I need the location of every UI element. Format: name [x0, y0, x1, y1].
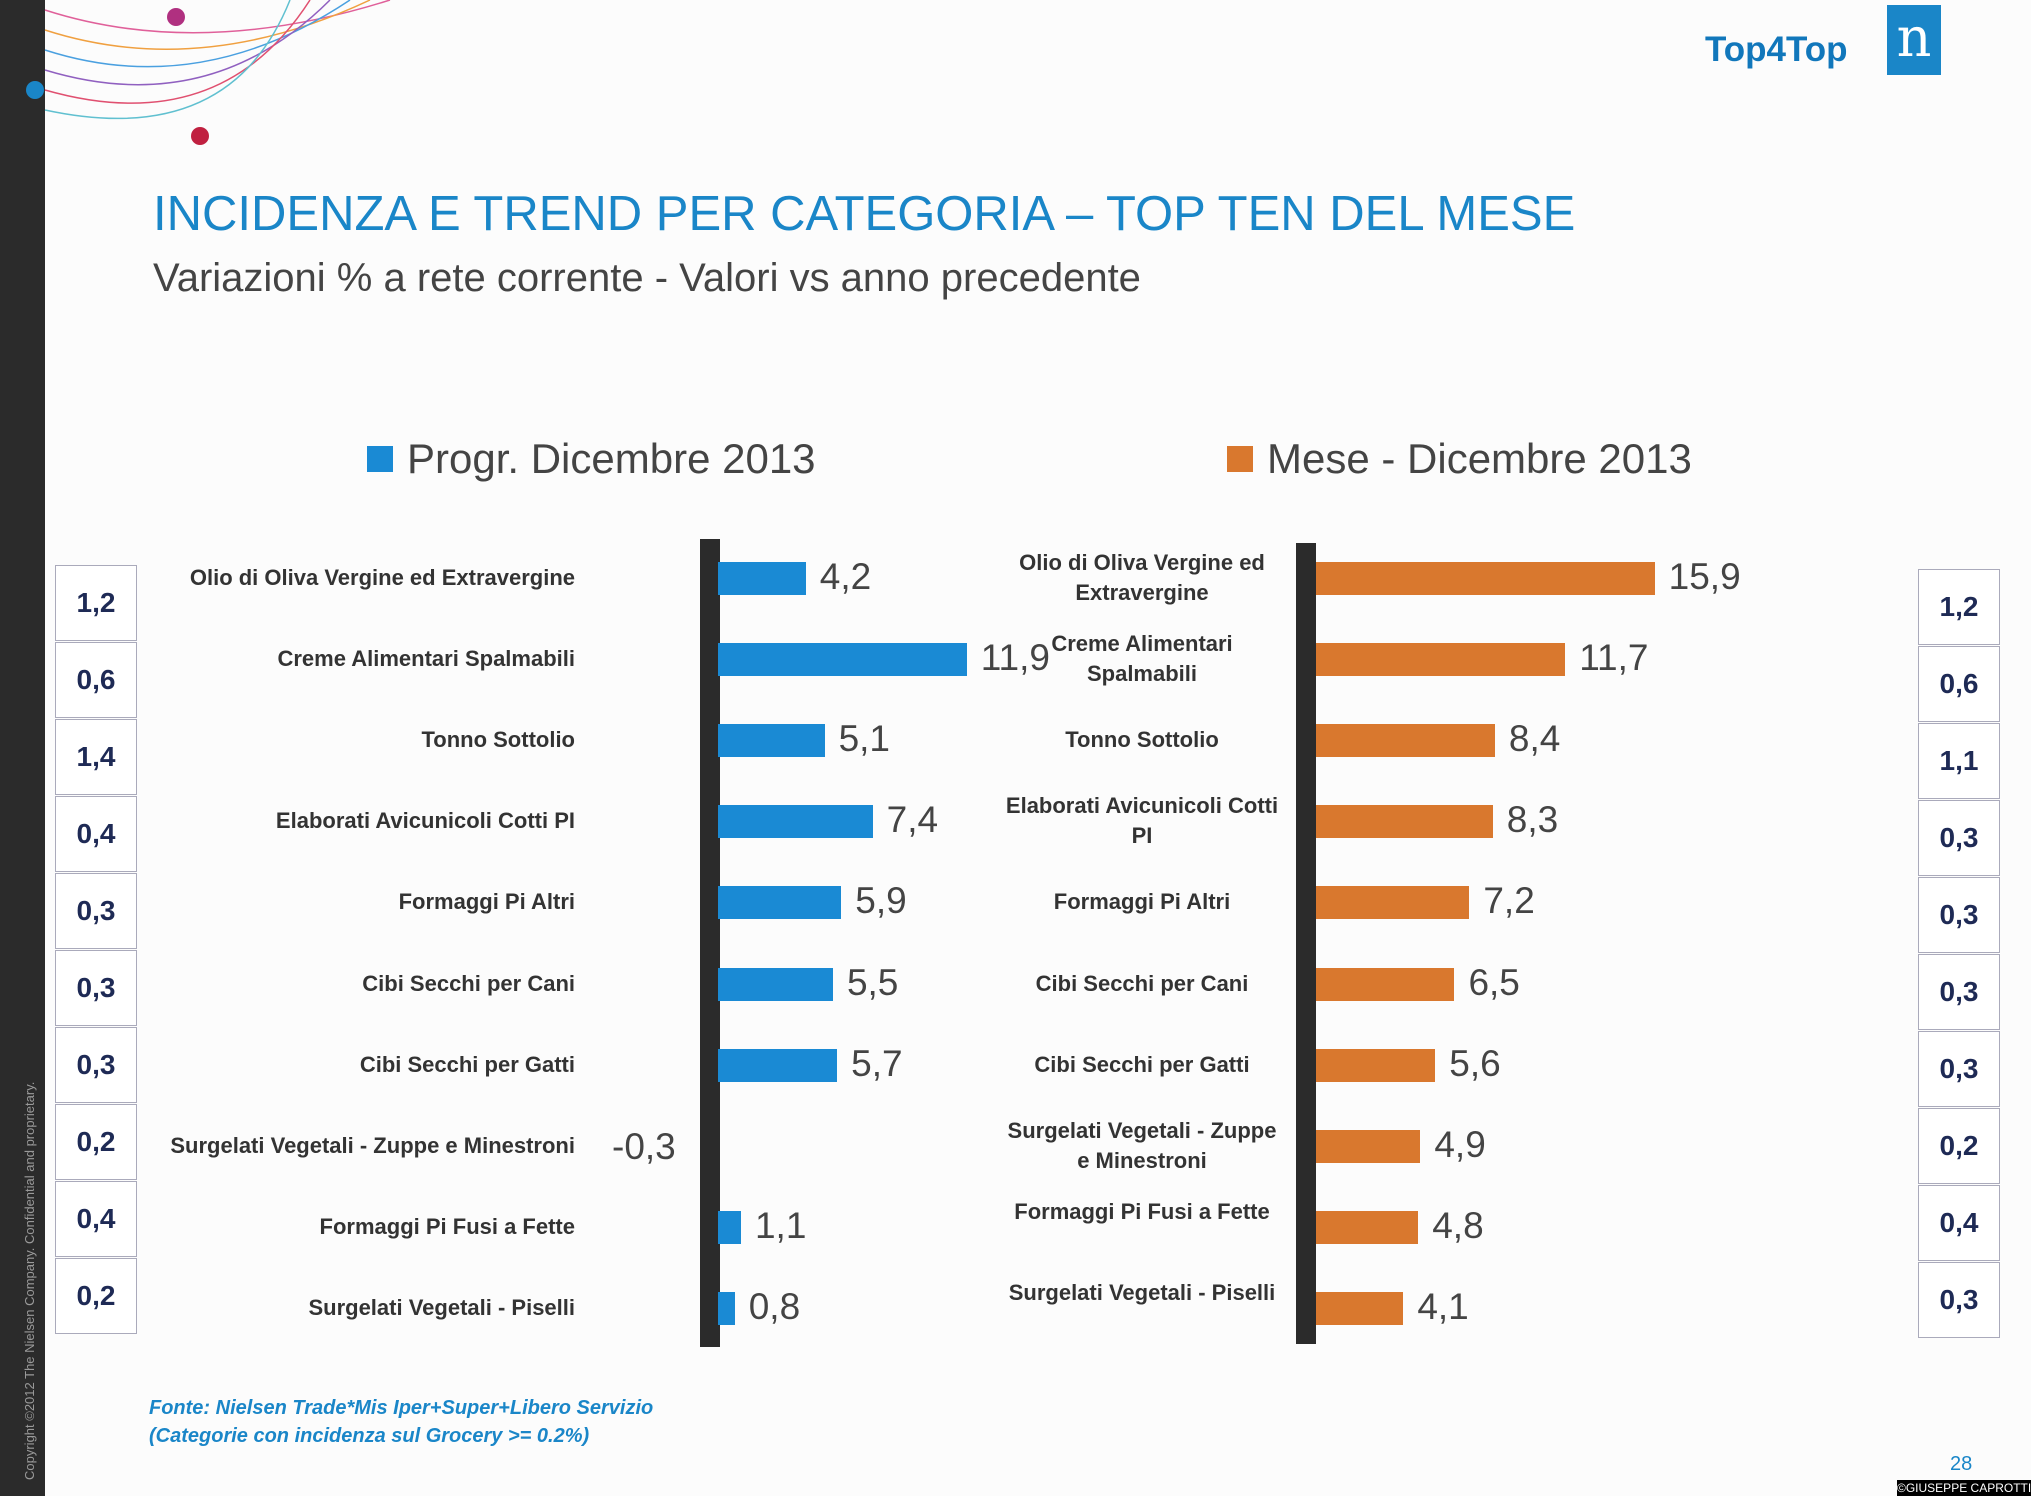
page-title: INCIDENZA E TREND PER CATEGORIA – TOP TE… [153, 187, 1576, 241]
category-label: Creme Alimentari Spalmabili [277, 646, 575, 672]
category-note: (Categorie con incidenza sul Grocery >= … [149, 1425, 590, 1447]
category-label: Tonno Sottolio [421, 727, 575, 753]
data-label: 11,7 [1579, 637, 1649, 679]
incidence-box: 0,3 [1918, 954, 2000, 1030]
category-label: Elaborati Avicunicoli Cotti PI [275, 808, 575, 834]
data-label: 4,8 [1432, 1204, 1484, 1246]
legend-swatch-blue [367, 446, 393, 472]
bar [718, 1210, 741, 1244]
data-label: 8,3 [1506, 799, 1559, 841]
category-label: Cibi Secchi per Gatti [1034, 1051, 1250, 1077]
data-label: 5,1 [838, 718, 891, 760]
category-label: Tonno Sottolio [1065, 727, 1219, 753]
incidence-box: 0,3 [1918, 1262, 2000, 1338]
chart-axis [700, 539, 720, 1347]
bar [718, 724, 825, 758]
watermark: ©GIUSEPPE CAPROTTI [1897, 1480, 2031, 1496]
incidence-box: 0,4 [1918, 1185, 2000, 1261]
bar [1316, 1048, 1436, 1082]
brand-name: Top4Top [1705, 30, 1848, 69]
bar [718, 886, 842, 920]
data-label: 8,4 [1508, 718, 1561, 760]
incidence-box: 1,2 [1918, 569, 2000, 645]
incidence-box: 0,3 [1918, 800, 2000, 876]
data-label: 5,9 [855, 880, 907, 922]
legend-right: Mese - Dicembre 2013 [1227, 435, 1692, 483]
bar [1316, 1129, 1421, 1163]
left-strip [0, 0, 45, 1496]
data-label: 5,7 [851, 1042, 903, 1084]
bar [1316, 967, 1455, 1001]
incidence-box: 0,3 [1918, 1031, 2000, 1107]
data-label: 4,2 [819, 556, 872, 597]
data-label: 1,1 [754, 1204, 807, 1246]
nielsen-logo: n [1887, 5, 1941, 75]
data-label: 4,1 [1417, 1285, 1469, 1327]
category-label: Surgelati Vegetali - Zuppe e Minestroni [170, 1132, 575, 1158]
page-number: 28 [1950, 1453, 1973, 1475]
incidence-box: 0,6 [55, 642, 137, 718]
category-label: Cibi Secchi per Gatti [359, 1051, 575, 1077]
category-label: Cibi Secchi per Cani [1035, 970, 1249, 996]
data-label: 11,9 [980, 637, 1050, 679]
bar [1316, 562, 1655, 595]
bar [1316, 886, 1470, 920]
category-label: Surgelati Vegetali - Piselli [1008, 1279, 1276, 1305]
incidence-box: 0,4 [55, 1181, 137, 1257]
incidence-box: 0,3 [55, 950, 137, 1026]
bar [718, 562, 806, 595]
incidence-box: 1,4 [55, 719, 137, 795]
legend-label: Mese - Dicembre 2013 [1267, 435, 1692, 482]
incidence-box: 0,6 [1918, 646, 2000, 722]
category-label: Olio di Oliva Vergine ed Extravergine [189, 565, 575, 590]
data-label: 5,5 [846, 961, 899, 1003]
bar [1316, 805, 1493, 839]
decorative-arcs [26, 0, 391, 145]
incidence-box: 0,4 [55, 796, 137, 872]
legend-label: Progr. Dicembre 2013 [407, 435, 816, 482]
legend-swatch-orange [1227, 446, 1253, 472]
bar [718, 805, 873, 839]
incidence-box: 0,3 [55, 873, 137, 949]
incidence-box: 0,2 [55, 1104, 137, 1180]
incidence-box: 1,1 [1918, 723, 2000, 799]
incidence-box: 0,3 [1918, 877, 2000, 953]
bar [718, 967, 833, 1001]
incidence-box: 0,2 [1918, 1108, 2000, 1184]
category-label: Creme Alimentari Spalmabili [1051, 631, 1233, 687]
category-label: Elaborati Avicunicoli Cotti PI [1005, 793, 1279, 849]
data-label: 4,9 [1434, 1123, 1486, 1165]
category-label: Cibi Secchi per Cani [362, 970, 575, 996]
bar [1316, 643, 1566, 677]
category-label: Formaggi Pi Fusi a Fette [1014, 1198, 1270, 1224]
data-label: 5,6 [1449, 1042, 1501, 1084]
legend-left: Progr. Dicembre 2013 [367, 435, 816, 483]
category-label: Formaggi Pi Fusi a Fette [319, 1213, 575, 1239]
data-label: -0,3 [612, 1125, 676, 1167]
bar [718, 1048, 838, 1082]
data-label: 7,2 [1483, 880, 1535, 922]
bar [718, 1291, 735, 1325]
data-label: 7,4 [886, 799, 939, 841]
category-label: Surgelati Vegetali - Zuppe e Minestroni [1007, 1117, 1277, 1173]
source-note: Fonte: Nielsen Trade*Mis Iper+Super+Libe… [149, 1397, 654, 1419]
bar [1316, 1210, 1419, 1244]
incidence-box: 0,3 [55, 1027, 137, 1103]
category-label: Olio di Oliva Vergine ed Extravergine [1019, 550, 1265, 605]
bar [1316, 724, 1495, 758]
incidence-box: 0,2 [55, 1258, 137, 1334]
chart-axis [1296, 543, 1316, 1344]
category-label: Surgelati Vegetali - Piselli [308, 1294, 575, 1320]
copyright-text: Copyright ©2012 The Nielsen Company. Con… [22, 1081, 37, 1480]
incidence-box: 1,2 [55, 565, 137, 641]
page-subtitle: Variazioni % a rete corrente - Valori vs… [153, 256, 1141, 300]
category-label: Formaggi Pi Altri [1053, 889, 1231, 915]
bar [1316, 1291, 1404, 1325]
data-label: 6,5 [1468, 961, 1520, 1003]
category-label: Formaggi Pi Altri [398, 889, 575, 915]
bar [718, 643, 967, 677]
data-label: 15,9 [1668, 556, 1741, 597]
data-label: 0,8 [748, 1285, 801, 1327]
